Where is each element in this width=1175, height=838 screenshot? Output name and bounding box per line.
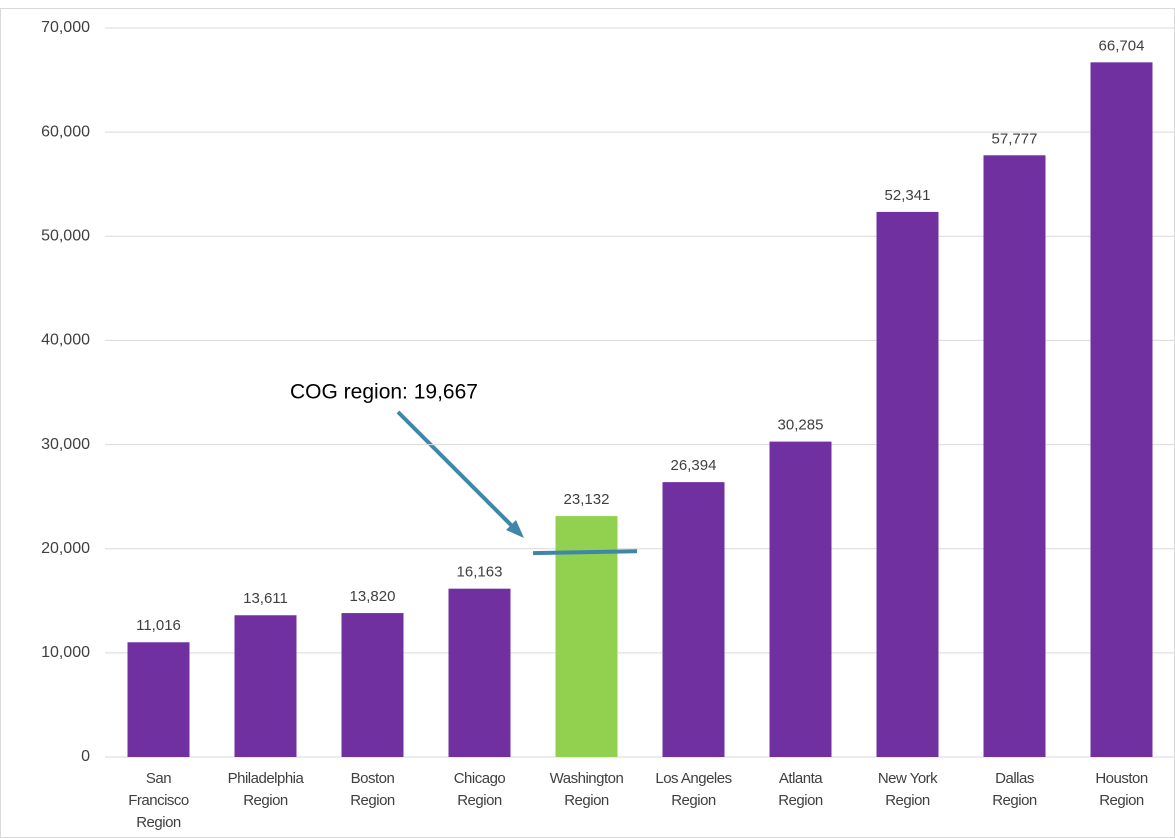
x-tick-label: Washington Region	[550, 770, 624, 809]
data-label: 30,285	[778, 417, 824, 434]
bar	[234, 615, 297, 757]
annotation-text: COG region: 19,667	[290, 381, 478, 404]
x-tick-label: Los Angeles Region	[655, 770, 731, 809]
x-tick-label: Houston Region	[1095, 770, 1148, 809]
data-label: 26,394	[671, 457, 717, 474]
bar	[876, 211, 939, 757]
annotation-line	[532, 549, 638, 556]
data-label: 52,341	[885, 187, 931, 204]
y-tick-label: 50,000	[41, 228, 90, 245]
y-tick-label: 20,000	[41, 540, 90, 557]
x-tick-label: Boston Region	[350, 770, 395, 809]
x-tick-label: Dallas Region	[992, 770, 1037, 809]
bar	[1090, 62, 1153, 757]
data-label: 13,820	[350, 588, 396, 605]
bar	[662, 482, 725, 757]
bar	[448, 588, 511, 757]
data-label: 57,777	[992, 130, 1038, 147]
y-tick-label: 10,000	[41, 644, 90, 661]
data-label: 23,132	[564, 491, 610, 508]
y-tick-label: 70,000	[41, 19, 90, 36]
y-tick-label: 0	[81, 748, 90, 765]
x-tick-label: New York Region	[878, 770, 938, 809]
data-label: 13,611	[243, 590, 288, 607]
data-label: 11,016	[136, 617, 181, 634]
data-label: 16,163	[457, 564, 503, 581]
x-tick-label: San Francisco Region	[128, 770, 189, 831]
y-tick-label: 30,000	[41, 436, 90, 453]
bar	[769, 441, 832, 757]
x-tick-label: Atlanta Region	[778, 770, 823, 809]
bar	[983, 155, 1046, 757]
bar	[555, 516, 618, 757]
bar	[127, 642, 190, 757]
bar	[341, 613, 404, 757]
data-label: 66,704	[1099, 37, 1145, 54]
annotation-arrow	[396, 410, 520, 534]
y-tick-label: 60,000	[41, 123, 90, 140]
x-tick-label: Philadelphia Region	[228, 770, 305, 809]
y-tick-label: 40,000	[41, 332, 90, 349]
annotation-arrowhead	[506, 520, 524, 538]
x-tick-label: Chicago Region	[454, 770, 506, 809]
